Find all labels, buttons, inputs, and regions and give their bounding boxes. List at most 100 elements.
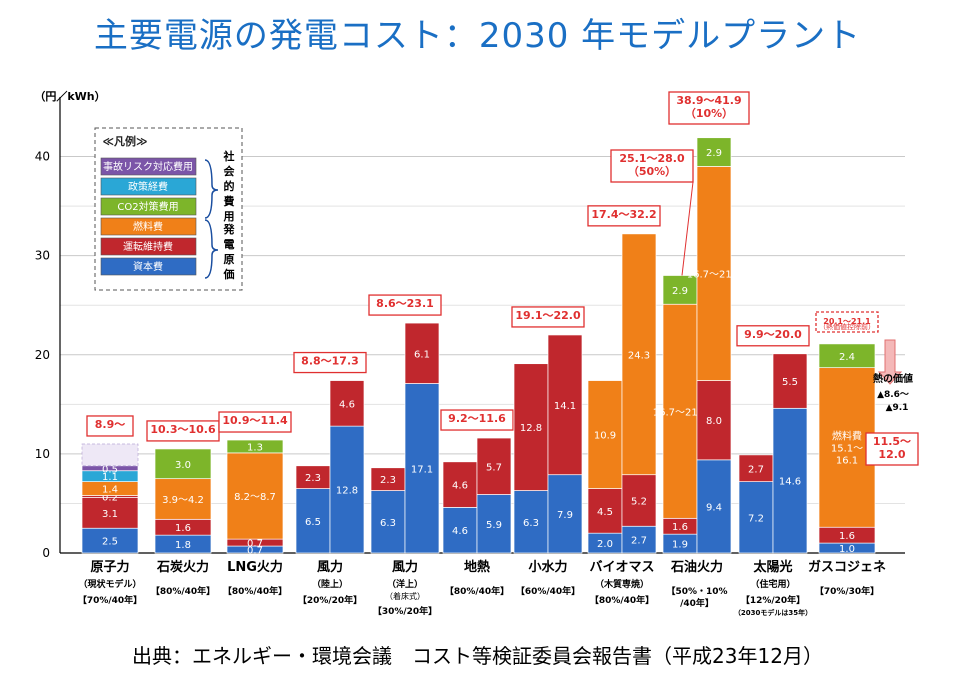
category-label: 小水力 (528, 559, 567, 575)
y-tick-label: 30 (35, 249, 50, 263)
net-cost-cogen-box (865, 432, 919, 466)
category-condition: 【60%/40年】 (516, 585, 580, 597)
bar-value-label: 2.3 (380, 475, 396, 486)
category-condition: 【80%/40年】 (445, 585, 509, 597)
category-label: LNG火力 (227, 559, 283, 575)
range-label-box-label: 9.9～20.0 (744, 328, 802, 341)
range-label-box-label: 17.4～32.2 (591, 208, 656, 221)
bar-value-label: 5.5 (782, 377, 798, 388)
bar-segment-om (738, 454, 774, 482)
net-cost-cogen-label: 12.0 (878, 448, 905, 461)
range-cogen-label: 20.1～21.1 (823, 317, 871, 326)
bar-segment-om (547, 334, 583, 476)
bar-segment-capital (547, 474, 583, 554)
bar-segment-fuel (226, 452, 284, 540)
bar-segment-om (404, 322, 440, 384)
range-oil-10pct-box (668, 91, 750, 125)
legend-label-om: 運転維持費 (123, 240, 173, 253)
category-label: ガスコジェネ (808, 560, 886, 575)
legend-swatch-policy (100, 177, 197, 196)
bar-value-label: 6.1 (414, 349, 430, 360)
legend-swatch-accident (100, 157, 197, 176)
category-condition: 【80%/40年】 (223, 585, 287, 597)
category-condition: 【70%/30年】 (815, 585, 879, 597)
bar-value-label: 2.9 (672, 286, 688, 297)
category-sublabel: （木質専焼） (595, 578, 649, 590)
bar-segment-fuel (587, 380, 623, 489)
category-sublabel: （洋上） (387, 578, 423, 590)
bar-segment-capital (772, 407, 808, 554)
bar-value-label: 2.5 (102, 537, 118, 548)
category-label: 地熱 (464, 559, 490, 575)
range-oil-leader (681, 181, 694, 276)
category-sublabel: （現状モデル） (78, 578, 141, 590)
legend-group-social-char: 用 (224, 210, 235, 223)
bar-value-label: 5.2 (631, 496, 647, 507)
bar-value-label: 3.1 (102, 509, 118, 520)
bar-segment-capital (81, 527, 139, 554)
category-condition: （2030モデルは35年） (734, 608, 812, 617)
range-label-box-label: 8.8～17.3 (301, 355, 359, 368)
bar-value-label: 2.3 (305, 473, 321, 484)
bar-segment-co2 (226, 439, 284, 454)
category-label: 石油火力 (670, 559, 723, 575)
bar-value-label: 5.7 (486, 462, 502, 473)
bar-value-label: 5.9 (486, 520, 502, 531)
net-cost-cogen-label: 11.5～ (873, 435, 911, 448)
range-label-box-box (218, 411, 292, 433)
bar-value-label: 6.5 (305, 517, 321, 528)
category-label: 太陽光 (752, 559, 792, 575)
bar-segment-accident_open (81, 443, 139, 467)
bar-value-label: 4.6 (339, 399, 355, 410)
bar-value-label: 6.3 (380, 518, 396, 529)
bar-value-label: 16.7～21.6 (653, 407, 708, 418)
heat-value-label: ▲9.1 (886, 403, 909, 413)
bar-value-label: 7.2 (748, 513, 764, 524)
bar-value-label: 4.6 (452, 481, 468, 492)
legend-label-fuel: 燃料費 (133, 220, 163, 233)
legend-label-policy: 政策経費 (128, 180, 168, 193)
range-label-box-box (736, 325, 810, 347)
bar-value-label: 1.0 (839, 544, 855, 555)
category-label: 原子力 (90, 559, 129, 575)
range-label-box-label: 10.3～10.6 (150, 423, 216, 436)
range-label-box-label: 8.6～23.1 (376, 297, 434, 310)
range-label-box-label: 8.9～ (95, 418, 126, 431)
page-title: 主要電源の発電コスト：2030 年モデルプラント (93, 16, 862, 56)
range-oil-10pct-label: 38.9～41.9 (676, 94, 741, 107)
category-condition: 【80%/40年】 (590, 594, 654, 606)
y-tick-label: 10 (35, 447, 50, 461)
bar-value-label: 1.4 (102, 485, 118, 496)
range-cogen-note: （熱価値控除前） (819, 322, 875, 331)
legend-swatch-fuel (100, 217, 197, 236)
bar-value-label: 燃料費 (832, 429, 862, 442)
legend-group-social-char: 社 (223, 149, 235, 163)
heat-value-label: ▲8.6～ (877, 390, 909, 400)
legend-group-gen-char: 原 (224, 253, 235, 266)
legend-label-accident: 事故リスク対応費用 (103, 160, 193, 173)
category-condition: /40年】 (680, 597, 714, 609)
range-label-box-box (368, 294, 442, 316)
bar-segment-fuel (696, 166, 732, 381)
bar-value-label: 1.6 (672, 522, 688, 533)
legend-group-social-char: 費 (223, 194, 235, 208)
bar-value-label: 6.3 (523, 518, 539, 529)
bar-value-label: 10.9 (594, 431, 616, 442)
category-condition: 【80%/40年】 (151, 585, 215, 597)
legend-title: ≪凡例≫ (102, 134, 147, 148)
bar-value-label: 12.8 (336, 486, 358, 497)
bar-segment-co2 (154, 448, 212, 480)
bar-value-label: 9.4 (706, 502, 722, 513)
bar-segment-om (476, 437, 512, 495)
range-oil-50pct-label: （50%） (628, 165, 676, 178)
bar-segment-om (329, 380, 365, 427)
bar-value-label: 16.7～21.6 (687, 270, 742, 281)
category-condition: 【12%/20年】 (741, 594, 805, 606)
bar-segment-capital (370, 490, 406, 554)
bar-value-label: 12.8 (520, 423, 542, 434)
bar-segment-om (513, 363, 549, 491)
legend-group-social-char: 的 (224, 179, 235, 193)
heat-value-label: 熱の価値 (873, 372, 913, 385)
range-label-box-label: 10.9～11.4 (222, 414, 288, 427)
